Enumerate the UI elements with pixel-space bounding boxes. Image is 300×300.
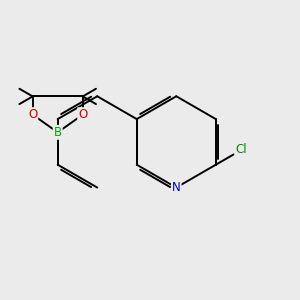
Text: B: B: [54, 126, 62, 139]
Text: O: O: [28, 108, 37, 121]
Text: N: N: [172, 181, 181, 194]
Text: Cl: Cl: [236, 143, 247, 157]
Text: O: O: [78, 108, 87, 121]
